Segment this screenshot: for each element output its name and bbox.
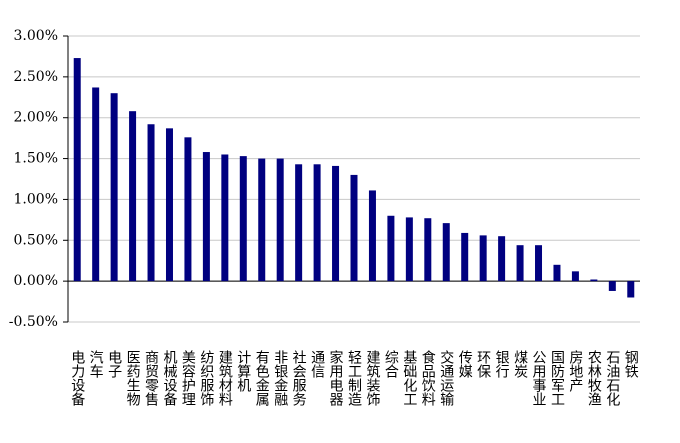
x-tick-label: 农林牧渔 (586, 350, 602, 406)
bar (92, 87, 100, 282)
x-tick-label: 国防军工 (549, 350, 565, 406)
bar (516, 245, 524, 282)
x-tick-label: 轻工制造 (346, 350, 362, 407)
y-tick-label: -0.50% (9, 314, 58, 330)
x-tick-label: 通信 (309, 350, 325, 378)
x-tick-label: 计算机 (235, 350, 251, 393)
x-tick-label: 钢铁 (623, 350, 639, 378)
x-tick-label: 有色金属 (254, 350, 270, 406)
x-tick-label: 纺织服饰 (198, 350, 214, 406)
bar (73, 58, 81, 282)
bar (461, 232, 469, 282)
y-tick-label: 2.50% (14, 69, 58, 85)
bar (276, 158, 284, 282)
x-tick-label: 建筑装饰 (364, 350, 380, 406)
x-tick-label: 医药生物 (125, 350, 141, 407)
bar (442, 223, 450, 282)
x-tick-label: 电子 (106, 350, 122, 378)
y-tick-label: 3.00% (14, 28, 58, 44)
bar (368, 190, 376, 282)
bar (590, 279, 598, 282)
x-tick-label: 基础化工 (401, 349, 417, 406)
bar (129, 111, 137, 282)
bar (608, 281, 616, 291)
x-tick-label: 汽车 (88, 350, 104, 378)
y-tick-label: 0.00% (14, 273, 58, 289)
bar (147, 124, 155, 282)
bar (332, 165, 340, 282)
x-tick-label: 传媒 (457, 350, 473, 378)
x-tick-label: 食品饮料 (420, 349, 436, 406)
bar (295, 164, 303, 282)
x-tick-label: 房地产 (567, 350, 583, 393)
bar (424, 218, 432, 282)
bar (350, 174, 358, 282)
x-tick-label: 家用电器 (328, 349, 344, 406)
bar (221, 154, 229, 282)
y-tick-label: 1.50% (14, 151, 58, 167)
x-tick-label: 建筑材料 (217, 350, 233, 406)
bar (627, 281, 635, 298)
x-tick-label: 公用事业 (531, 350, 547, 406)
bar (184, 137, 192, 282)
bar (110, 93, 118, 282)
y-tick-label: 2.00% (14, 110, 58, 126)
bar (202, 152, 210, 282)
bar (387, 215, 395, 282)
x-tick-label: 非银金融 (272, 350, 288, 406)
bar (258, 158, 266, 282)
bar (498, 236, 506, 282)
x-tick-label: 环保 (475, 350, 491, 378)
x-tick-label: 商贸零售 (143, 350, 159, 406)
bar (479, 235, 487, 282)
bar (535, 245, 543, 282)
bar (165, 128, 173, 282)
x-tick-label: 银行 (494, 350, 510, 379)
x-tick-label: 煤炭 (512, 350, 528, 378)
x-tick-label: 综合 (383, 350, 399, 378)
bar (571, 271, 579, 282)
x-tick-label: 石油石化 (604, 350, 620, 407)
y-tick-label: 0.50% (14, 232, 58, 248)
y-tick-label: 1.00% (14, 191, 58, 207)
x-tick-label: 电力设备 (69, 350, 85, 406)
x-tick-label: 社会服务 (291, 350, 307, 406)
x-tick-label: 交通运输 (438, 349, 454, 406)
x-tick-label: 美容护理 (180, 350, 196, 406)
bar (553, 264, 561, 282)
bar (313, 164, 321, 282)
bar (239, 156, 247, 282)
bar (405, 217, 413, 282)
x-tick-label: 机械设备 (161, 350, 177, 406)
